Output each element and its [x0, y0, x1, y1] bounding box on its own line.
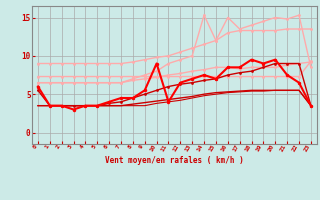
X-axis label: Vent moyen/en rafales ( km/h ): Vent moyen/en rafales ( km/h )	[105, 156, 244, 165]
